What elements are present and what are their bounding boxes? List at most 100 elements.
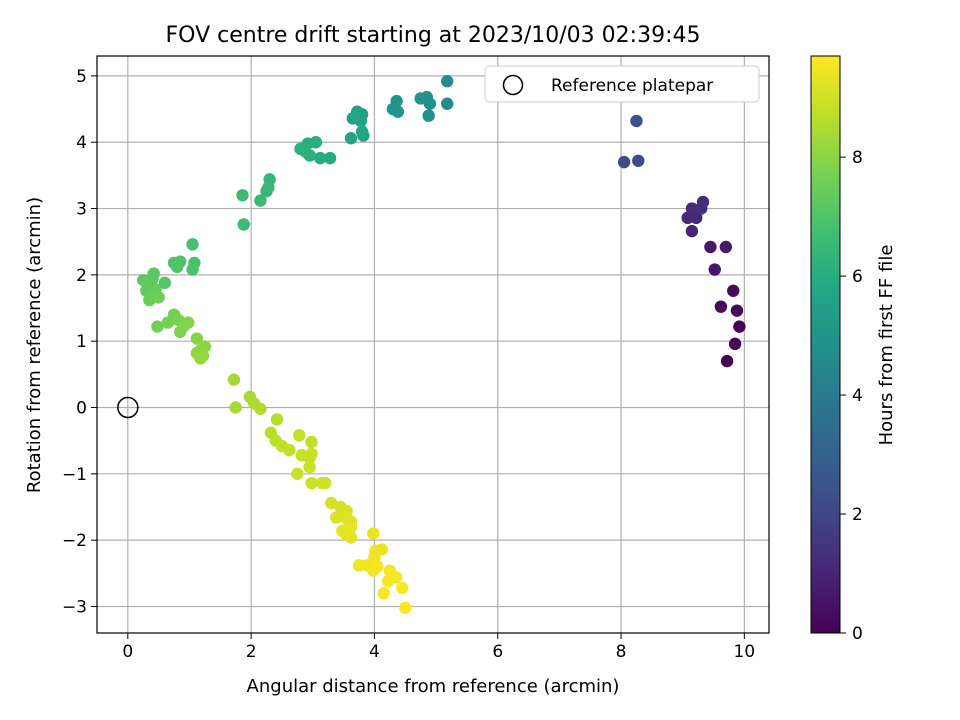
plot-frame bbox=[96, 55, 770, 634]
data-point bbox=[158, 276, 172, 290]
data-point bbox=[305, 447, 318, 461]
colorbar-tick-label: 6 bbox=[852, 267, 863, 287]
data-point bbox=[685, 224, 699, 238]
data-point bbox=[440, 97, 454, 110]
chart-title: FOV centre drift starting at 2023/10/03 … bbox=[166, 23, 701, 48]
data-point bbox=[254, 194, 267, 207]
colorbar-tick-label: 0 bbox=[852, 624, 863, 644]
data-point bbox=[366, 527, 380, 540]
data-point bbox=[422, 109, 435, 122]
data-point bbox=[190, 332, 204, 345]
data-point bbox=[270, 413, 284, 426]
data-point bbox=[733, 320, 746, 333]
x-tick-label: 8 bbox=[616, 642, 627, 662]
colorbar-ticks: 0 2 4 6 8 bbox=[840, 148, 863, 644]
data-point bbox=[395, 581, 409, 595]
data-point bbox=[152, 291, 165, 304]
x-tick-label: 10 bbox=[734, 642, 756, 662]
y-tick-label: 4 bbox=[76, 133, 87, 153]
colorbar-tick-label: 2 bbox=[852, 505, 863, 525]
y-axis-ticks: −3 −2 −1 0 1 2 3 4 5 bbox=[62, 67, 97, 617]
data-point bbox=[730, 304, 744, 317]
data-point bbox=[381, 575, 395, 588]
data-point bbox=[727, 284, 740, 297]
data-point bbox=[344, 531, 358, 544]
colorbar-tick-label: 8 bbox=[852, 148, 863, 168]
data-point bbox=[293, 429, 306, 442]
data-points bbox=[137, 75, 746, 614]
data-point bbox=[344, 520, 358, 534]
data-point bbox=[182, 316, 195, 329]
data-point bbox=[399, 601, 412, 614]
data-point bbox=[294, 142, 307, 156]
data-point bbox=[291, 467, 304, 481]
data-point bbox=[391, 105, 405, 118]
data-point bbox=[330, 511, 343, 524]
legend-box bbox=[484, 65, 760, 103]
data-point bbox=[690, 211, 703, 225]
data-point bbox=[236, 189, 249, 202]
y-tick-label: 1 bbox=[76, 332, 87, 352]
y-tick-label: 2 bbox=[76, 266, 87, 286]
data-point bbox=[696, 195, 710, 209]
data-point bbox=[254, 402, 267, 416]
colorbar: 0 2 4 6 8 Hours from first FF file bbox=[810, 55, 897, 644]
colorbar-label: Hours from first FF file bbox=[876, 245, 897, 446]
legend-marker-icon bbox=[502, 74, 524, 96]
data-point bbox=[375, 543, 389, 556]
reference-platepar-marker bbox=[117, 396, 139, 419]
x-tick-label: 2 bbox=[246, 642, 257, 662]
x-tick-label: 0 bbox=[122, 642, 133, 662]
data-point bbox=[371, 560, 384, 573]
data-point bbox=[714, 300, 728, 313]
data-point bbox=[174, 325, 187, 339]
data-point bbox=[186, 263, 199, 276]
data-point bbox=[186, 238, 199, 251]
data-point bbox=[305, 476, 318, 490]
y-tick-label: −2 bbox=[62, 531, 87, 551]
x-tick-label: 6 bbox=[492, 642, 503, 662]
y-tick-label: −1 bbox=[62, 465, 87, 485]
data-point bbox=[344, 132, 358, 145]
data-point bbox=[283, 443, 296, 457]
data-point bbox=[704, 240, 717, 254]
y-tick-label: 3 bbox=[76, 200, 87, 220]
data-point bbox=[440, 75, 454, 88]
data-point bbox=[323, 151, 337, 165]
data-point bbox=[355, 125, 369, 138]
data-point bbox=[719, 240, 733, 254]
data-point bbox=[414, 92, 427, 105]
data-point bbox=[685, 202, 699, 215]
data-point bbox=[728, 337, 742, 351]
data-point bbox=[151, 320, 164, 333]
reference-marker-group bbox=[117, 396, 139, 419]
data-point bbox=[237, 218, 250, 231]
data-point bbox=[720, 354, 734, 368]
data-point bbox=[325, 496, 338, 510]
y-tick-label: 0 bbox=[76, 399, 87, 419]
x-axis-ticks: 0 2 4 6 8 10 bbox=[122, 633, 755, 662]
y-axis-label: Rotation from reference (arcmin) bbox=[24, 197, 45, 493]
data-point bbox=[681, 211, 694, 225]
data-point bbox=[305, 435, 318, 449]
data-point bbox=[630, 114, 643, 128]
x-tick-label: 4 bbox=[369, 642, 380, 662]
colorbar-tick-label: 4 bbox=[852, 386, 863, 406]
data-point bbox=[313, 151, 327, 165]
y-tick-label: 5 bbox=[76, 67, 87, 87]
data-point bbox=[318, 476, 332, 490]
data-point bbox=[194, 352, 207, 365]
data-point bbox=[708, 263, 721, 276]
data-point bbox=[617, 155, 631, 169]
colorbar-gradient bbox=[810, 55, 841, 634]
data-point bbox=[170, 260, 184, 274]
data-point bbox=[303, 460, 316, 474]
data-point bbox=[227, 373, 241, 386]
data-point bbox=[229, 401, 242, 414]
grid-lines bbox=[97, 56, 769, 633]
data-point bbox=[377, 587, 390, 600]
data-point bbox=[349, 109, 363, 122]
legend-label: Reference platepar bbox=[551, 76, 713, 96]
legend: Reference platepar bbox=[484, 65, 760, 103]
